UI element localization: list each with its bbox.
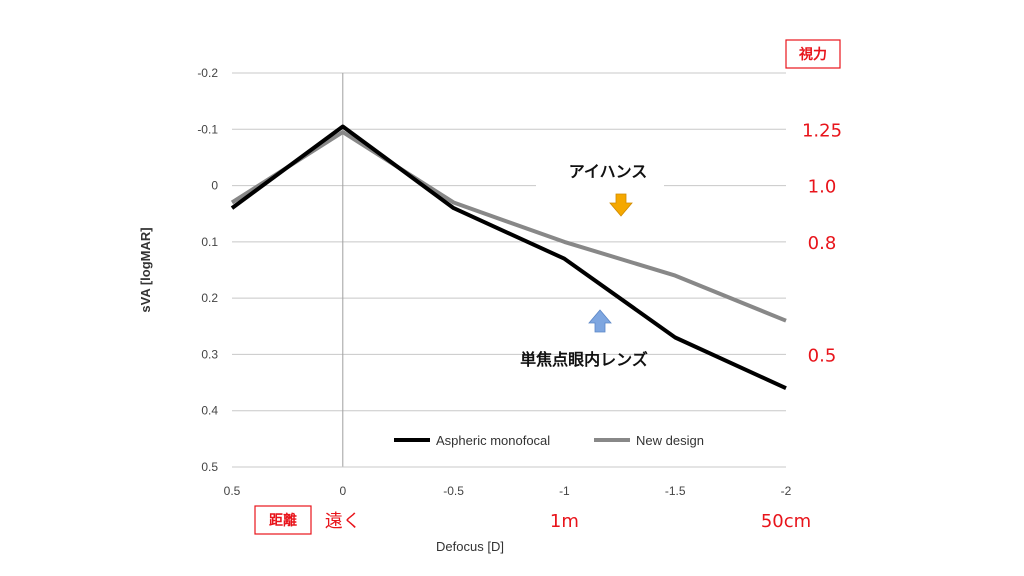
y-tick-label: 0.1 [201, 235, 218, 249]
distance-labels: 遠く 1m 50cm [325, 511, 811, 532]
grid-lines [232, 72, 786, 468]
y-axis-title: sVA [logMAR] [138, 227, 153, 312]
y-tick-labels: -0.2 -0.1 0 0.1 0.2 0.3 0.4 0.5 [197, 66, 218, 474]
secondary-axis-label: 1.25 [802, 120, 842, 141]
secondary-axis-title: 視力 [798, 46, 827, 63]
annotation-new-design: アイハンス [569, 162, 648, 181]
distance-label: 1m [550, 511, 579, 532]
secondary-axis-title-box [785, 39, 841, 69]
x-tick-label: 0.5 [224, 484, 241, 498]
distance-label: 50cm [761, 511, 811, 532]
distance-title-box [254, 505, 312, 535]
annotation-monofocal: 単焦点眼内レンズ [520, 350, 648, 369]
secondary-axis-label: 0.5 [808, 345, 837, 366]
series-line-new-design [230, 130, 787, 323]
y-tick-label: 0.4 [201, 404, 218, 418]
x-tick-label: -2 [781, 484, 792, 498]
y-tick-label: 0.3 [201, 347, 218, 361]
annotation-1-bg [536, 150, 664, 192]
y-tick-label: 0.2 [201, 291, 218, 305]
legend-label-aspheric: Aspheric monofocal [436, 433, 550, 448]
distance-label: 遠く [325, 511, 361, 532]
y-tick-label: -0.2 [197, 66, 218, 80]
x-axis-title: Defocus [D] [436, 539, 504, 554]
legend: Aspheric monofocal New design [394, 433, 704, 448]
y-tick-label: -0.1 [197, 122, 218, 136]
legend-label-new-design: New design [636, 433, 704, 448]
x-tick-label: -1 [559, 484, 570, 498]
distance-title: 距離 [269, 512, 297, 529]
arrow-up-icon [588, 309, 612, 333]
secondary-axis-label: 0.8 [808, 233, 837, 254]
secondary-axis-labels: 1.25 1.0 0.8 0.5 [802, 120, 842, 366]
secondary-axis-label: 1.0 [808, 177, 837, 198]
x-tick-label: 0 [339, 484, 346, 498]
series-lines [230, 124, 787, 391]
arrow-down-icon [609, 193, 633, 217]
series-line-aspheric [230, 124, 787, 391]
x-tick-labels: 0.5 0 -0.5 -1 -1.5 -2 [224, 484, 792, 498]
y-tick-label: 0 [211, 179, 218, 193]
x-tick-label: -0.5 [443, 484, 464, 498]
y-tick-label: 0.5 [201, 460, 218, 474]
x-tick-label: -1.5 [665, 484, 686, 498]
